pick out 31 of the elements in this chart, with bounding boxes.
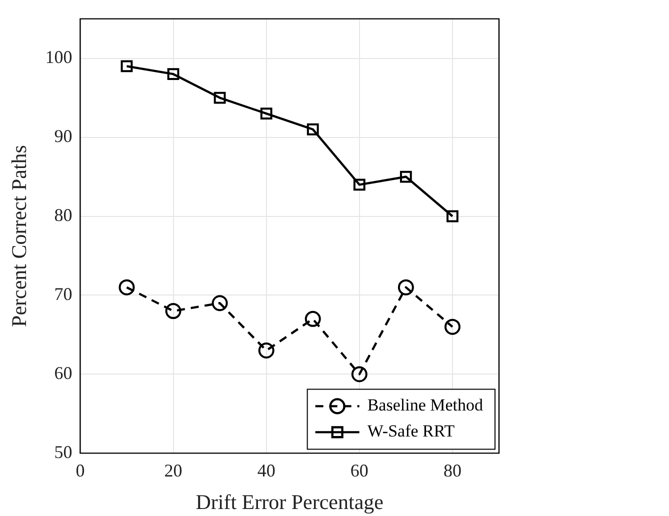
point bbox=[212, 295, 228, 312]
point bbox=[304, 310, 321, 327]
x-tick-label: 60 bbox=[350, 460, 368, 481]
point bbox=[165, 303, 182, 320]
point bbox=[258, 342, 274, 359]
point bbox=[446, 210, 458, 222]
x-axis-title: Drift Error Percentage bbox=[196, 490, 384, 514]
point bbox=[444, 318, 460, 335]
x-tick-label: 40 bbox=[257, 460, 276, 481]
point bbox=[260, 108, 272, 120]
y-tick-label: 80 bbox=[54, 204, 72, 225]
point bbox=[306, 123, 319, 136]
y-tick-label: 60 bbox=[54, 362, 72, 383]
y-tick-label: 70 bbox=[54, 284, 72, 304]
y-tick-label: 90 bbox=[54, 126, 72, 146]
point bbox=[214, 92, 226, 104]
point bbox=[167, 68, 180, 80]
y-tick-label: 50 bbox=[54, 442, 72, 462]
point bbox=[120, 60, 133, 72]
legend-label: Baseline Method bbox=[367, 396, 484, 415]
point bbox=[351, 366, 368, 382]
x-tick-label: 80 bbox=[443, 460, 462, 481]
point bbox=[398, 279, 414, 296]
x-tick-label: 20 bbox=[164, 460, 182, 481]
point bbox=[118, 279, 135, 296]
point bbox=[353, 178, 366, 191]
y-tick-label: 100 bbox=[45, 47, 72, 68]
point bbox=[400, 170, 412, 183]
legend-label: W-Safe RRT bbox=[367, 422, 456, 441]
y-axis-title: Percent Correct Paths bbox=[7, 145, 32, 327]
x-tick-label: 0 bbox=[76, 460, 85, 481]
